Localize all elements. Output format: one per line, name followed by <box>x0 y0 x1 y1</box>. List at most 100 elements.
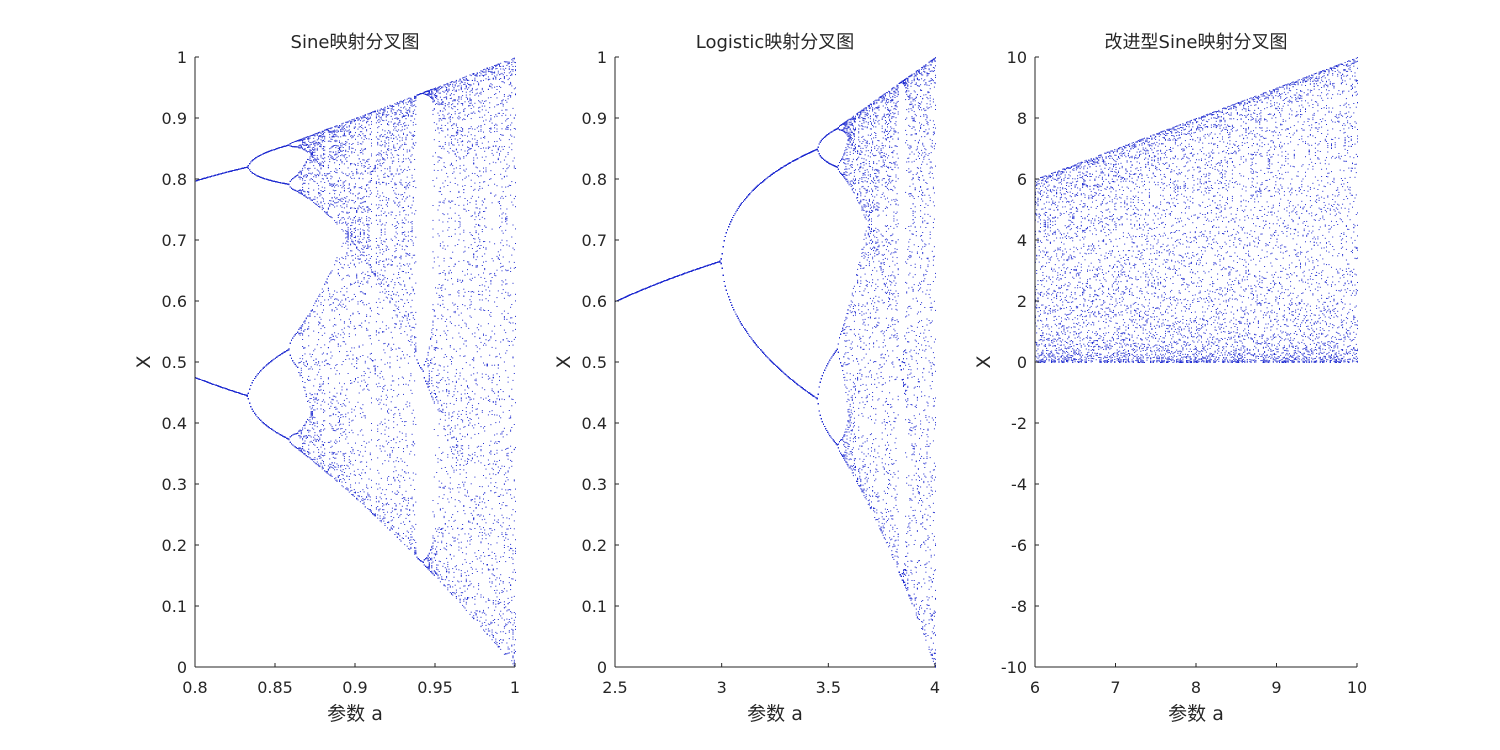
data-point <box>347 236 349 238</box>
data-point <box>298 372 300 373</box>
data-point <box>327 299 329 301</box>
data-point <box>267 179 269 181</box>
data-point <box>342 150 344 151</box>
data-point <box>302 143 304 145</box>
data-point <box>327 441 329 443</box>
data-point <box>347 442 349 444</box>
data-point <box>340 149 342 151</box>
data-point <box>343 181 345 183</box>
data-point <box>220 386 222 388</box>
data-point <box>247 393 249 394</box>
data-point <box>275 148 276 150</box>
data-point <box>240 168 242 170</box>
data-point <box>256 374 258 376</box>
data-point <box>297 448 299 449</box>
data-point <box>309 457 311 458</box>
data-point <box>310 178 312 180</box>
data-point <box>303 386 305 388</box>
data-point <box>335 479 337 481</box>
data-point <box>321 465 323 467</box>
data-point <box>335 414 337 416</box>
data-point <box>287 438 289 440</box>
data-point <box>335 139 337 141</box>
data-point <box>340 125 342 127</box>
data-point <box>341 222 343 224</box>
data-point <box>323 409 324 411</box>
data-point <box>287 144 289 146</box>
data-point <box>314 457 316 459</box>
data-point <box>298 449 300 451</box>
data-point <box>332 294 334 296</box>
data-point <box>227 171 228 173</box>
data-point <box>275 181 276 183</box>
data-point <box>327 180 329 182</box>
data-point <box>347 226 349 228</box>
data-point <box>343 321 345 323</box>
data-point <box>335 396 337 398</box>
data-point <box>267 151 269 153</box>
data-point <box>257 155 259 157</box>
data-point <box>298 192 300 194</box>
data-point <box>234 169 236 171</box>
data-point <box>295 140 297 142</box>
data-point <box>307 436 308 438</box>
data-point <box>339 148 340 150</box>
data-point <box>343 431 345 433</box>
data-point <box>295 365 297 367</box>
data-point <box>268 179 270 181</box>
data-point <box>341 150 343 152</box>
data-point <box>345 452 347 454</box>
data-point <box>332 325 334 327</box>
data-point <box>332 413 334 415</box>
data-point <box>330 272 332 274</box>
data-point <box>345 343 347 345</box>
data-point <box>300 433 302 435</box>
data-point <box>311 368 313 370</box>
data-point <box>300 449 302 451</box>
data-point <box>302 324 304 325</box>
data-point <box>313 149 315 151</box>
data-point <box>309 142 311 143</box>
data-point <box>334 469 336 471</box>
data-point <box>329 215 331 217</box>
data-point <box>336 479 338 481</box>
data-point <box>330 440 332 442</box>
data-point <box>331 183 333 185</box>
data-point <box>329 140 331 142</box>
data-point <box>259 176 260 178</box>
data-point <box>323 325 324 327</box>
data-point <box>341 154 343 156</box>
data-point <box>340 143 342 145</box>
data-point <box>319 164 321 166</box>
data-point <box>334 290 336 292</box>
data-point <box>305 176 307 178</box>
data-point <box>302 355 304 357</box>
data-point <box>304 149 306 151</box>
data-point <box>202 178 204 180</box>
data-point <box>320 408 322 410</box>
data-point <box>318 203 320 205</box>
data-point <box>298 172 300 174</box>
data-point <box>255 157 257 159</box>
data-point <box>311 411 313 413</box>
data-point <box>300 170 302 172</box>
data-point <box>313 198 315 200</box>
data-point <box>311 309 313 311</box>
data-point <box>309 172 311 174</box>
data-point <box>289 342 291 344</box>
data-point <box>207 381 209 383</box>
data-point <box>346 130 348 132</box>
data-point <box>324 173 326 174</box>
data-point <box>299 190 301 192</box>
data-point <box>334 159 336 160</box>
data-point <box>288 348 290 350</box>
data-point <box>339 275 340 277</box>
data-point <box>284 183 286 185</box>
data-point <box>320 135 322 137</box>
data-point <box>316 173 318 175</box>
data-point <box>327 288 329 290</box>
data-point <box>341 217 343 219</box>
data-point <box>342 469 344 471</box>
data-point <box>311 156 313 158</box>
data-point <box>313 160 315 162</box>
